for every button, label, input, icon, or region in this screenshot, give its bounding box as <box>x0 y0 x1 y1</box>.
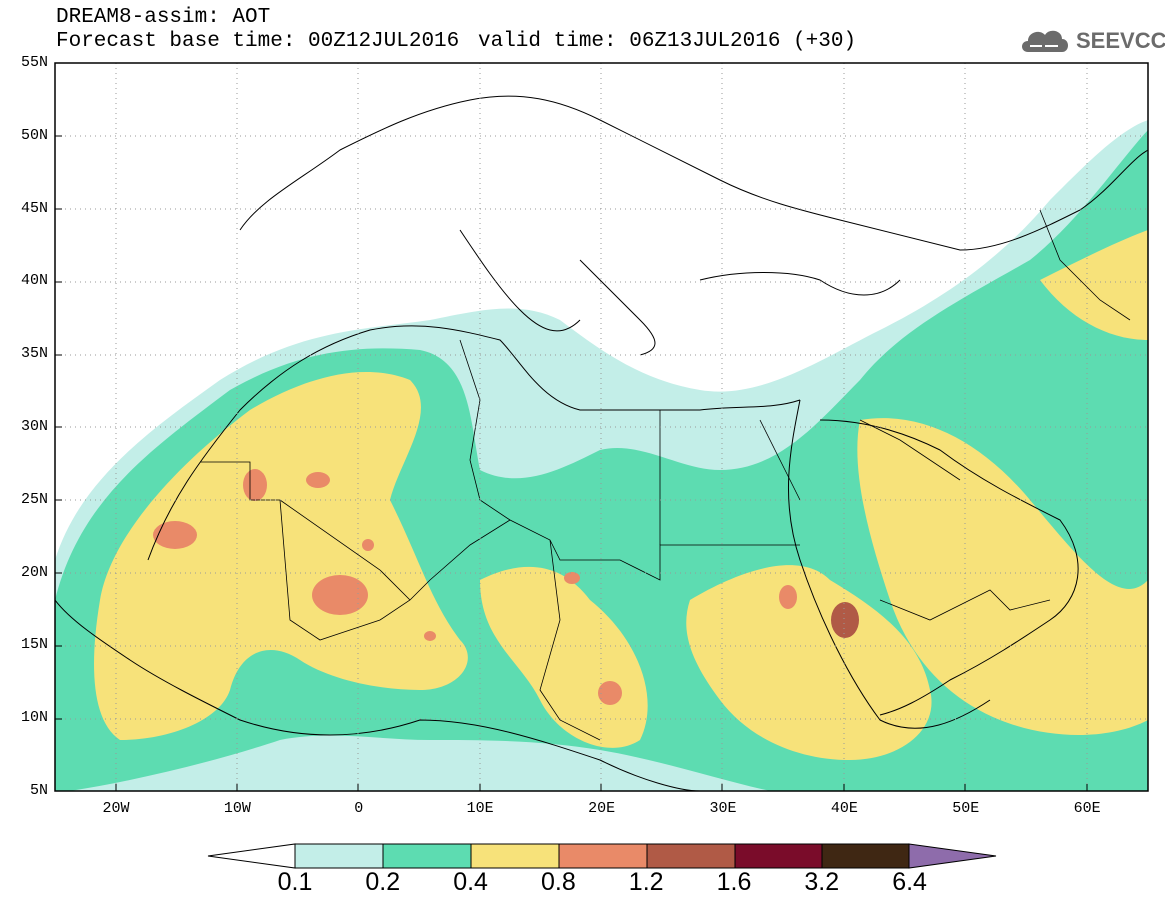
aot-band-0.8 <box>243 469 267 501</box>
lat-tick-label: 50N <box>20 126 48 144</box>
colorbar-swatch <box>558 843 648 869</box>
colorbar-label: 0.1 <box>277 868 313 896</box>
aot-band-0.4 <box>1040 230 1148 340</box>
colorbar-swatch <box>734 843 823 869</box>
colorbar-label: 6.4 <box>892 868 927 896</box>
aot-band-0.8 <box>362 539 374 551</box>
lon-tick-label: 30E <box>709 800 737 817</box>
aot-band-0.8 <box>598 681 622 705</box>
aot-band-0.8 <box>564 572 580 584</box>
tick-marks <box>55 62 1088 791</box>
colorbar-label: 1.6 <box>716 868 752 896</box>
lon-tick-label: 10E <box>466 800 494 817</box>
lat-tick-label: 30N <box>20 418 48 435</box>
lon-tick-label: 40E <box>830 800 858 817</box>
forecast-base-time: Forecast base time: 00Z12JUL2016 <box>56 30 460 53</box>
lat-tick-label: 55N <box>20 54 48 71</box>
lat-tick-label: 15N <box>20 636 48 654</box>
colorbar-label: 3.2 <box>804 868 840 896</box>
colorbar-over-arrow <box>908 843 997 869</box>
colorbar-swatch <box>646 843 736 869</box>
aot-band-0.8 <box>831 602 859 638</box>
lon-tick-label: 20W <box>102 800 130 817</box>
colorbar-label: 0.2 <box>365 868 401 896</box>
colorbar <box>207 843 997 869</box>
aot-fields <box>55 120 1148 791</box>
aot-band-0.8 <box>153 521 197 549</box>
aot-band-0.4 <box>686 565 932 760</box>
cloud-icon <box>1022 30 1068 52</box>
aot-band-0.8 <box>424 631 436 641</box>
logo-text: SEEVCCC <box>1076 28 1165 53</box>
colorbar-label: 0.4 <box>453 868 488 896</box>
lat-tick-label: 40N <box>20 272 48 290</box>
lon-tick-label: 50E <box>952 800 980 817</box>
colorbar-swatch <box>470 843 560 869</box>
lat-tick-label: 45N <box>20 199 48 217</box>
colorbar-under-arrow <box>207 843 296 869</box>
aot-band-0.4 <box>857 418 1148 735</box>
colorbar-swatch <box>821 843 910 869</box>
lon-tick-label: 20E <box>588 800 616 817</box>
lat-tick-label: 5N <box>29 782 48 799</box>
aot-band-0.8 <box>306 472 330 488</box>
map-title: DREAM8-assim: AOT <box>56 6 271 29</box>
aot-band-0.8 <box>779 585 797 609</box>
lon-tick-label: 0 <box>354 800 364 817</box>
aot-band-0.8 <box>312 575 368 615</box>
aot-band-0.4 <box>94 371 468 740</box>
grid <box>55 63 1148 791</box>
colorbar-label: 1.2 <box>628 868 664 896</box>
lon-tick-label: 10W <box>223 800 251 817</box>
lat-tick-label: 20N <box>20 563 48 581</box>
colorbar-swatch <box>382 843 472 869</box>
valid-time: valid time: 06Z13JUL2016 (+30) <box>478 30 857 53</box>
coastlines <box>55 95 1148 791</box>
lat-tick-label: 35N <box>20 345 48 363</box>
colorbar-swatch <box>294 843 384 869</box>
lon-tick-label: 60E <box>1073 800 1101 817</box>
lat-tick-label: 25N <box>20 490 48 508</box>
colorbar-label: 0.8 <box>541 868 576 896</box>
seevccc-logo: SEEVCCC <box>1018 24 1165 58</box>
lat-tick-label: 10N <box>20 709 48 727</box>
